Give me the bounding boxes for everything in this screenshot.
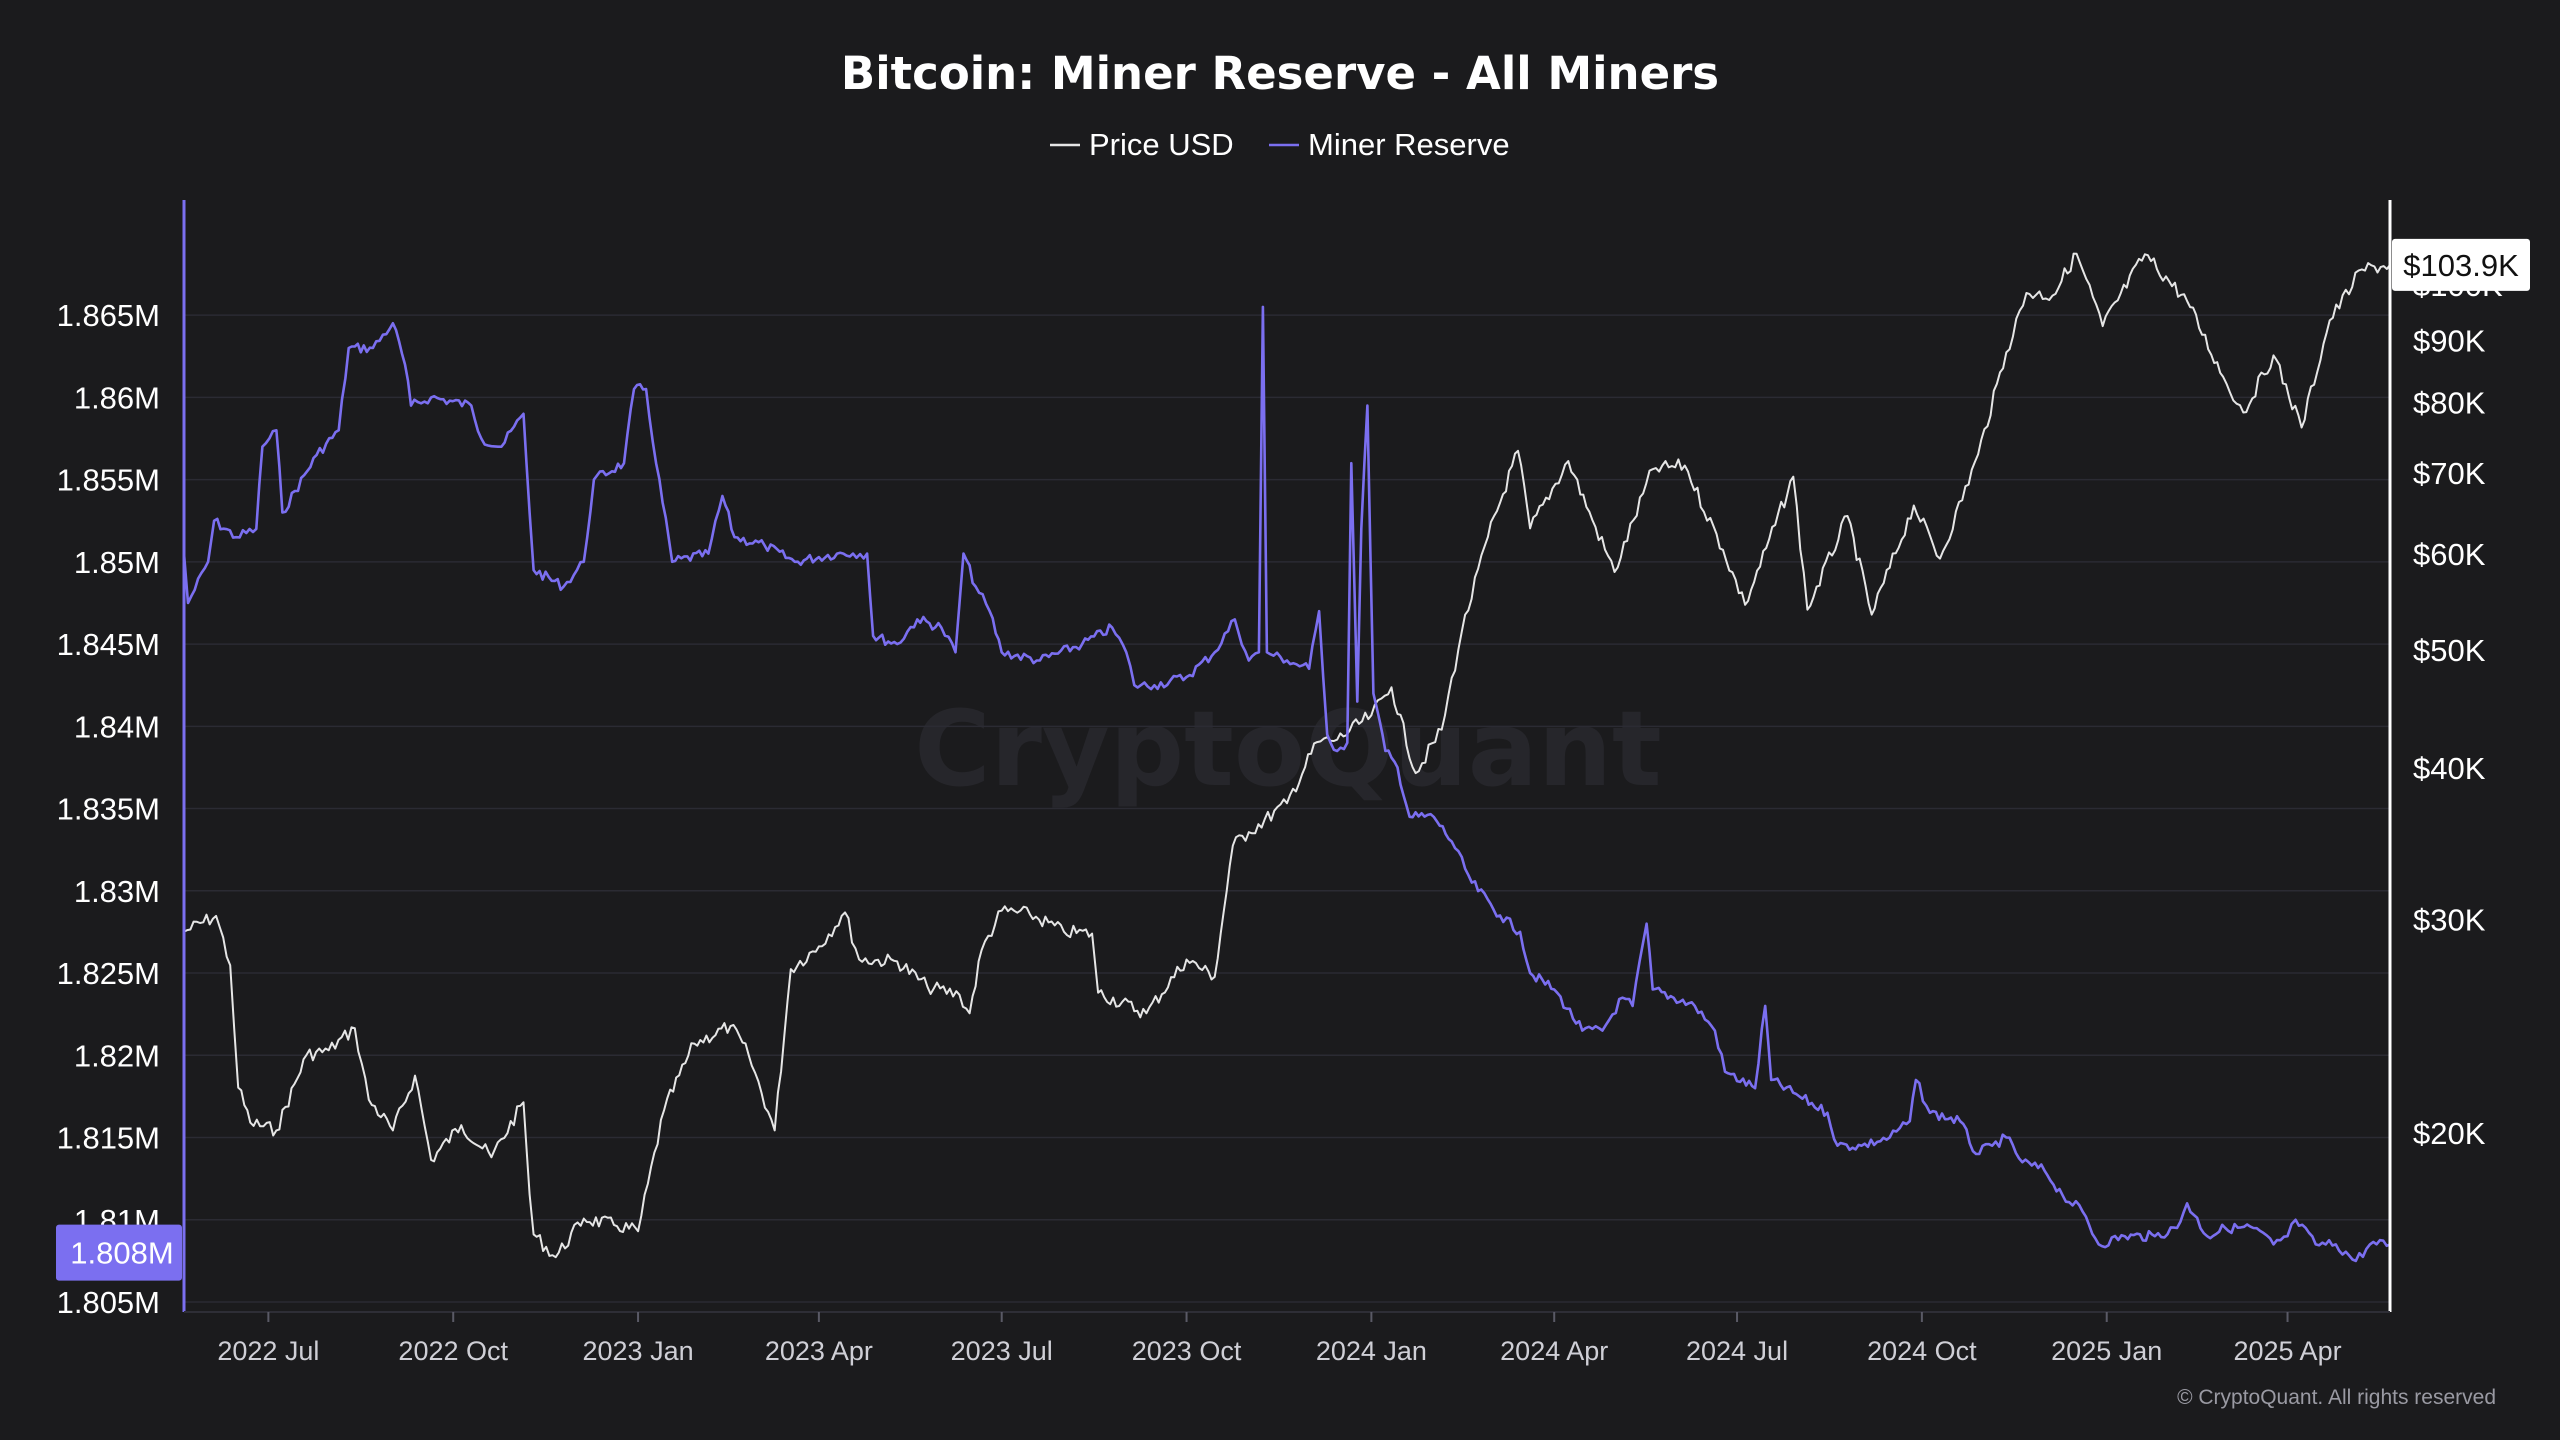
left-tick-label: 1.825M xyxy=(57,956,160,991)
x-tick-label: 2023 Jul xyxy=(951,1336,1053,1366)
right-tick-label: $30K xyxy=(2413,902,2486,937)
x-tick-label: 2025 Jan xyxy=(2051,1336,2162,1366)
left-current-badge-bg xyxy=(56,1224,182,1281)
right-current-value: $103.9K xyxy=(2403,248,2519,283)
right-tick-label: $20K xyxy=(2413,1116,2486,1151)
left-tick-label: 1.82M xyxy=(74,1038,160,1073)
legend-reserve-label[interactable]: Miner Reserve xyxy=(1308,127,1510,162)
x-tick-label: 2025 Apr xyxy=(2233,1336,2341,1366)
left-current-badge: 1.808M xyxy=(56,1224,182,1281)
left-tick-label: 1.83M xyxy=(74,874,160,909)
left-axis-ticks: 1.805M1.81M1.815M1.82M1.825M1.83M1.835M1… xyxy=(57,298,160,1320)
chart-title: Bitcoin: Miner Reserve - All Miners xyxy=(841,47,1719,100)
left-tick-label: 1.815M xyxy=(57,1121,160,1156)
left-tick-label: 1.835M xyxy=(57,792,160,827)
right-axis-ticks: $20K$30K$40K$50K$60K$70K$80K$90K$100K xyxy=(2413,268,2503,1151)
x-tick-label: 2023 Jan xyxy=(583,1336,694,1366)
left-tick-label: 1.855M xyxy=(57,463,160,498)
x-tick-label: 2023 Apr xyxy=(765,1336,873,1366)
right-tick-label: $60K xyxy=(2413,537,2486,572)
x-tick-label: 2024 Jul xyxy=(1686,1336,1788,1366)
price-usd-line xyxy=(183,252,2391,1259)
x-tick-label: 2023 Oct xyxy=(1132,1336,1242,1366)
miner-reserve-line xyxy=(182,305,2391,1263)
x-axis-ticks: 2022 Jul 2022 Oct 2023 Jan 2023 Apr 2023 Jul… xyxy=(217,1312,2342,1366)
x-tick-label: 2022 Jul xyxy=(217,1336,319,1366)
right-current-badge: $103.9K xyxy=(2392,238,2530,291)
right-tick-label: $90K xyxy=(2413,324,2486,359)
grid-lines xyxy=(184,314,2390,1303)
x-tick-label: 2024 Apr xyxy=(1500,1336,1608,1366)
legend[interactable]: Price USD Miner Reserve xyxy=(1050,127,1510,162)
x-tick-label: 2024 Jan xyxy=(1316,1336,1427,1366)
watermark: CryptoQuant xyxy=(914,688,1661,810)
right-tick-label: $70K xyxy=(2413,456,2486,491)
left-tick-label: 1.84M xyxy=(74,709,160,744)
x-tick-label: 2022 Oct xyxy=(398,1336,508,1366)
left-tick-label: 1.865M xyxy=(57,298,160,333)
legend-price-label[interactable]: Price USD xyxy=(1089,127,1234,162)
left-tick-label: 1.85M xyxy=(74,545,160,580)
right-tick-label: $50K xyxy=(2413,633,2486,668)
left-tick-label: 1.805M xyxy=(57,1285,160,1320)
left-tick-label: 1.845M xyxy=(57,627,160,662)
left-current-value: 1.808M xyxy=(70,1236,173,1271)
left-tick-label: 1.86M xyxy=(74,380,160,415)
right-tick-label: $80K xyxy=(2413,386,2486,421)
right-tick-label: $40K xyxy=(2413,751,2486,786)
right-current-badge-bg xyxy=(2392,238,2530,291)
x-tick-label: 2024 Oct xyxy=(1867,1336,1977,1366)
copyright: © CryptoQuant. All rights reserved xyxy=(2177,1386,2496,1409)
